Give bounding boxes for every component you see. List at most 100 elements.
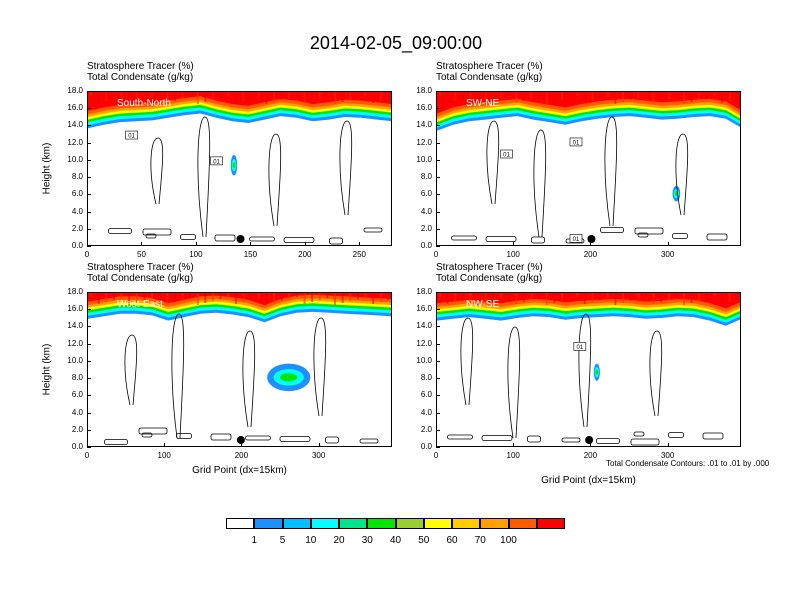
- y-axis-label: Height (km): [41, 142, 53, 194]
- tracer-streak: [698, 293, 701, 301]
- contour-label-box: [125, 130, 138, 140]
- tracer-streak: [326, 92, 329, 97]
- cloud-contour: [675, 133, 689, 216]
- tracer-streak: [212, 293, 214, 301]
- region-label: SW-NE: [466, 98, 500, 109]
- region-label: South-North: [117, 98, 171, 109]
- tracer-streak: [227, 92, 230, 96]
- tracer-streak: [372, 92, 375, 103]
- y-tick-label: 6.0: [420, 189, 432, 199]
- tracer-streak: [273, 92, 275, 102]
- tracer-streak: [492, 293, 495, 301]
- colorbar-swatch: [310, 518, 340, 529]
- x-tick: [195, 242, 197, 246]
- condensate-contour: [706, 233, 728, 241]
- y-tick: [436, 159, 440, 161]
- tracer-streak: [326, 293, 329, 298]
- tracer-streak: [614, 293, 617, 305]
- x-tick-label: 0: [433, 250, 439, 259]
- y-tick: [87, 246, 91, 247]
- tracer-streak: [561, 92, 563, 100]
- tracer-streak: [690, 92, 693, 102]
- tracer-streak: [561, 293, 563, 301]
- tracer-streak: [660, 293, 663, 302]
- tracer-streak: [530, 293, 533, 300]
- y-tick: [436, 211, 440, 213]
- y-tick: [436, 447, 440, 448]
- y-axis-label: Height (km): [41, 343, 53, 395]
- y-tick: [436, 177, 440, 179]
- y-tick-label: 0.0: [71, 442, 83, 451]
- colorbar-label: 5: [279, 535, 286, 546]
- tracer-streak: [721, 92, 724, 103]
- panel-subtitle-condensate: Total Condensate (g/kg): [436, 72, 543, 83]
- cloud-contour: [507, 326, 521, 439]
- contour-label: 01: [573, 237, 580, 243]
- tracer-streak: [568, 293, 571, 299]
- tracer-streak: [576, 293, 579, 297]
- tracer-streak: [530, 92, 533, 99]
- y-tick: [87, 211, 91, 213]
- y-tick-label: 16.0: [67, 103, 83, 113]
- y-tick-label: 16.0: [416, 304, 432, 314]
- tracer-streak: [553, 92, 556, 102]
- colorbar-swatch: [367, 518, 396, 529]
- tracer-streak: [112, 92, 115, 99]
- condensate-contour: [142, 228, 172, 236]
- figure-title: 2014-02-05_09:00:00: [309, 33, 483, 53]
- contour-label: 01: [503, 153, 510, 159]
- tracer-field: [88, 293, 391, 445]
- plot-area: 01 01: [87, 91, 392, 246]
- cloud-contour: [604, 116, 618, 227]
- x-tick: [241, 443, 243, 447]
- y-tick-label: 16.0: [416, 103, 432, 113]
- colorbar-swatch: [480, 518, 509, 529]
- tracer-streak: [477, 293, 480, 305]
- condensate-contour: [283, 237, 315, 243]
- tracer-streak: [690, 293, 693, 303]
- y-tick-label: 12.0: [416, 137, 432, 147]
- cloud-contour: [460, 317, 474, 406]
- condensate-contour: [145, 233, 157, 239]
- tracer-streak: [128, 92, 131, 104]
- x-tick-label: 0: [433, 451, 439, 460]
- colorbar-swatch: [254, 518, 283, 529]
- tracer-streak: [728, 293, 731, 302]
- y-tick: [87, 309, 91, 311]
- tracer-streak: [143, 293, 146, 301]
- colorbar-label: 100: [500, 535, 517, 546]
- x-tick-label: 300: [311, 451, 326, 460]
- tracer-streak: [667, 92, 670, 99]
- y-tick: [87, 125, 91, 127]
- tracer-field: 01 01: [88, 92, 391, 245]
- tracer-streak: [652, 92, 655, 103]
- tracer-streak: [568, 92, 571, 98]
- y-tick: [436, 343, 440, 345]
- y-tick-label: 0.0: [71, 241, 83, 250]
- cloud-contour: [150, 137, 164, 205]
- tracer-streak: [143, 92, 146, 100]
- colorbar-label: 30: [361, 535, 373, 546]
- tracer-streak: [288, 92, 291, 98]
- tracer-streak: [364, 92, 367, 96]
- x-tick: [87, 242, 88, 246]
- y-tick: [87, 194, 91, 196]
- tracer-streak: [105, 92, 108, 101]
- condensate-contour: [633, 431, 645, 437]
- tracer-streak: [295, 92, 298, 96]
- contour-label-box: [500, 149, 513, 159]
- tracer-streak: [151, 293, 153, 299]
- y-tick: [436, 246, 440, 247]
- condensate-contour: [279, 436, 311, 442]
- x-tick: [590, 242, 592, 246]
- region-label: NW-SE: [466, 299, 500, 310]
- colorbar-swatch: [508, 518, 537, 529]
- tracer-blob-inner-0: [232, 162, 236, 169]
- tracer-streak: [135, 293, 138, 303]
- panel-subtitle-condensate: Total Condensate (g/kg): [87, 72, 194, 83]
- y-tick: [87, 177, 91, 179]
- condensate-contour: [531, 236, 545, 244]
- tracer-streak: [364, 293, 367, 297]
- tracer-streak: [242, 293, 245, 302]
- tracer-streak: [500, 293, 502, 299]
